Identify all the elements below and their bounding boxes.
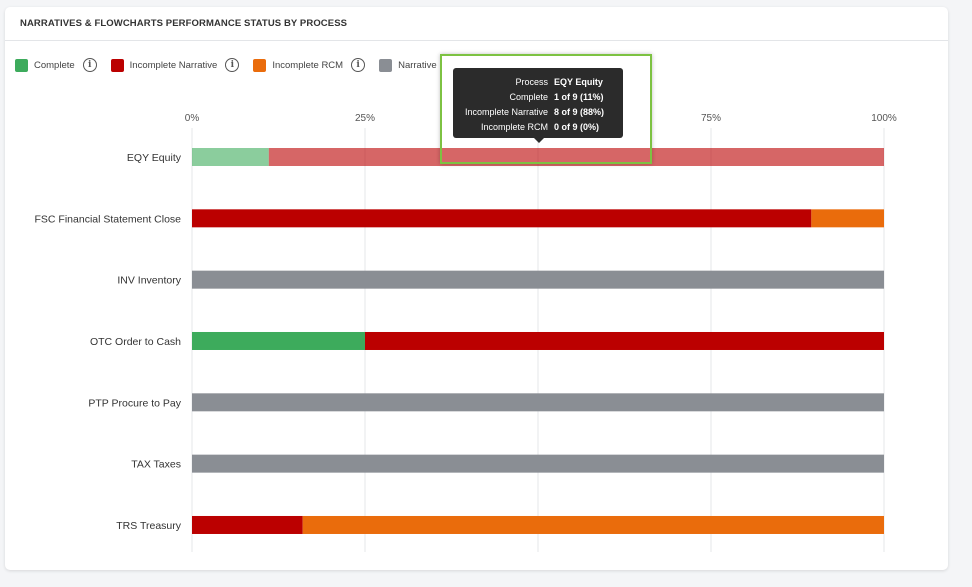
tooltip-row: Incomplete Narrative 8 of 9 (88%) <box>453 104 623 119</box>
tooltip-row: Incomplete RCM 0 of 9 (0%) <box>453 119 623 134</box>
tooltip-value: 0 of 9 (0%) <box>554 121 600 132</box>
legend-swatch <box>253 58 267 72</box>
bar-segment-complete[interactable] <box>192 148 269 166</box>
bar-segment-incomplete-rcm[interactable] <box>811 209 884 228</box>
category-label: TAX Taxes <box>131 459 181 471</box>
x-tick-label: 25% <box>355 113 375 124</box>
tooltip-label: Incomplete RCM <box>480 121 548 132</box>
tooltip-row: Process EQY Equity <box>453 74 623 89</box>
category-label: OTC Order to Cash <box>90 336 181 348</box>
legend-swatch <box>110 58 124 72</box>
card-header: NARRATIVES & FLOWCHARTS PERFORMANCE STAT… <box>5 7 948 41</box>
legend-item-incomplete-rcm[interactable]: Incomplete RCM i <box>253 58 366 72</box>
legend-swatch <box>379 58 393 72</box>
legend-item-complete[interactable]: Complete i <box>15 58 97 72</box>
legend-label: Narrative <box>398 59 437 71</box>
bar-segment-incomplete-rcm[interactable] <box>302 515 885 534</box>
x-tick-label: 75% <box>701 113 721 124</box>
bar-segment-incomplete-narrative[interactable] <box>192 515 303 534</box>
tooltip-value: 1 of 9 (11%) <box>554 91 604 102</box>
category-label: INV Inventory <box>117 275 181 287</box>
info-icon[interactable]: i <box>351 58 366 72</box>
card-title: NARRATIVES & FLOWCHARTS PERFORMANCE STAT… <box>20 18 348 29</box>
legend-item-narrative[interactable]: Narrative <box>379 58 437 72</box>
bar-segment-incomplete-narrative[interactable] <box>192 209 812 228</box>
info-icon[interactable]: i <box>225 58 240 72</box>
legend-swatch <box>15 58 28 72</box>
tooltip-label: Process <box>515 76 548 87</box>
category-label: TRS Treasury <box>116 520 182 532</box>
bar-segment-narrative[interactable] <box>192 393 884 412</box>
bar-segment-incomplete-narrative[interactable] <box>268 148 884 166</box>
bar-segment-complete[interactable] <box>192 331 365 350</box>
bar-segment-incomplete-narrative[interactable] <box>365 331 884 350</box>
chart-legend: Complete i Incomplete Narrative i Incomplete… <box>15 58 451 72</box>
tooltip-label: Incomplete Narrative <box>464 106 548 117</box>
category-label: PTP Procure to Pay <box>88 397 181 409</box>
tooltip-value: EQY Equity <box>554 76 603 87</box>
legend-label: Complete <box>34 59 75 71</box>
tooltip-label: Complete <box>509 91 548 102</box>
chart-tooltip: Process EQY Equity Complete 1 of 9 (11%) Inc… <box>453 68 623 143</box>
bar-segment-narrative[interactable] <box>192 454 884 473</box>
category-label: FSC Financial Statement Close <box>35 213 182 225</box>
legend-item-incomplete-narrative[interactable]: Incomplete Narrative i <box>110 58 240 72</box>
legend-label: Incomplete Narrative <box>129 59 218 71</box>
category-label: EQY Equity <box>127 152 182 164</box>
tooltip-row: Complete 1 of 9 (11%) <box>453 89 623 104</box>
x-tick-label: 100% <box>871 113 897 124</box>
x-tick-label: 0% <box>185 113 200 124</box>
info-icon[interactable]: i <box>82 58 97 72</box>
legend-label: Incomplete RCM <box>272 59 344 71</box>
tooltip-value: 8 of 9 (88%) <box>554 106 605 117</box>
bar-segment-narrative[interactable] <box>192 270 884 289</box>
